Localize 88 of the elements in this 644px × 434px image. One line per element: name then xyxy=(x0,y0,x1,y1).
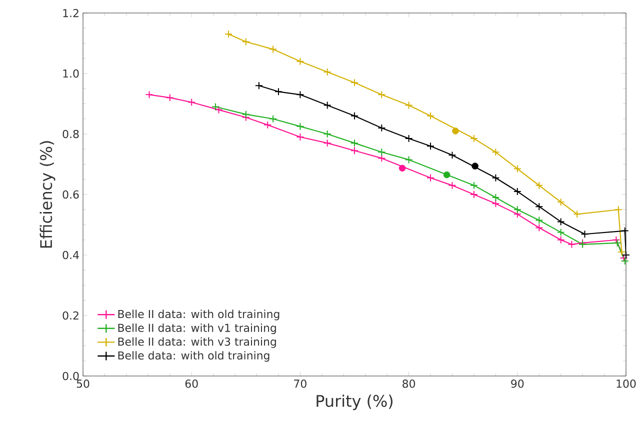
point xyxy=(212,102,220,111)
point xyxy=(492,174,500,182)
point xyxy=(269,45,278,54)
point xyxy=(214,106,223,114)
point xyxy=(568,240,576,248)
point xyxy=(296,57,304,66)
point xyxy=(269,114,278,123)
legend-label: Belle II data: with old training xyxy=(118,310,280,320)
point xyxy=(580,230,589,238)
point xyxy=(323,68,332,76)
point xyxy=(448,181,456,190)
point xyxy=(618,248,626,256)
point xyxy=(613,238,622,247)
point xyxy=(535,181,544,190)
point xyxy=(448,151,456,160)
point xyxy=(323,101,332,110)
point xyxy=(254,82,263,90)
y-tick-label: 0.4 xyxy=(62,250,79,260)
point xyxy=(443,171,450,178)
point xyxy=(296,90,304,99)
point xyxy=(426,112,435,120)
point xyxy=(614,206,622,214)
y-tick-label: 0.8 xyxy=(62,130,79,138)
point xyxy=(264,120,272,129)
point xyxy=(224,30,233,38)
point xyxy=(378,124,386,132)
x-axis-title: Purity (%) xyxy=(316,394,392,410)
point xyxy=(535,202,544,211)
point xyxy=(188,98,196,106)
point xyxy=(470,134,478,143)
point xyxy=(242,38,250,46)
point xyxy=(378,154,386,162)
point xyxy=(404,134,413,143)
x-tick-label: 70 xyxy=(294,380,306,388)
point xyxy=(622,251,630,259)
point xyxy=(612,236,620,244)
point xyxy=(492,194,500,202)
point xyxy=(350,146,358,155)
point xyxy=(470,181,478,190)
legend-label: Belle II data: with v3 training xyxy=(118,337,276,348)
point xyxy=(556,198,565,206)
point xyxy=(350,78,358,87)
point xyxy=(296,133,304,142)
x-tick-label: 100 xyxy=(616,380,636,388)
x-tick-label: 90 xyxy=(511,380,524,388)
point xyxy=(556,218,565,226)
point xyxy=(378,148,386,156)
point xyxy=(492,148,500,156)
point xyxy=(166,94,174,102)
point xyxy=(470,190,478,198)
point xyxy=(145,90,154,99)
point xyxy=(398,164,406,172)
y-tick-label: 1.0 xyxy=(63,69,79,78)
point xyxy=(296,122,304,130)
point xyxy=(378,90,386,99)
point xyxy=(404,156,413,164)
point xyxy=(242,110,250,118)
point xyxy=(513,164,522,173)
point xyxy=(472,162,478,170)
point xyxy=(426,142,435,150)
point xyxy=(620,226,629,235)
y-axis-title: Efficiency (%) xyxy=(40,141,56,248)
x-tick-label: 60 xyxy=(185,380,198,388)
point xyxy=(556,228,565,236)
y-tick-label: 1.2 xyxy=(63,8,78,18)
y-tick-label: 0.0 xyxy=(62,372,79,380)
point xyxy=(492,200,500,208)
point xyxy=(535,216,544,224)
y-tick-label: 0.6 xyxy=(62,190,79,199)
point xyxy=(556,236,565,244)
point xyxy=(513,187,522,196)
legend-label: Belle data: with old training xyxy=(118,351,270,362)
point xyxy=(350,139,358,148)
x-tick-label: 80 xyxy=(402,380,416,388)
point xyxy=(452,128,459,134)
x-tick-label: 50 xyxy=(76,380,90,388)
point xyxy=(535,224,544,232)
point xyxy=(426,174,435,182)
point xyxy=(513,206,522,214)
point xyxy=(350,112,358,120)
y-tick-label: 0.2 xyxy=(62,311,78,320)
point xyxy=(323,130,332,138)
point xyxy=(274,88,282,96)
point xyxy=(404,101,413,110)
point xyxy=(620,257,629,266)
point xyxy=(323,139,332,148)
legend-label: Belle II data: with v1 training xyxy=(118,323,276,334)
point xyxy=(573,210,582,218)
